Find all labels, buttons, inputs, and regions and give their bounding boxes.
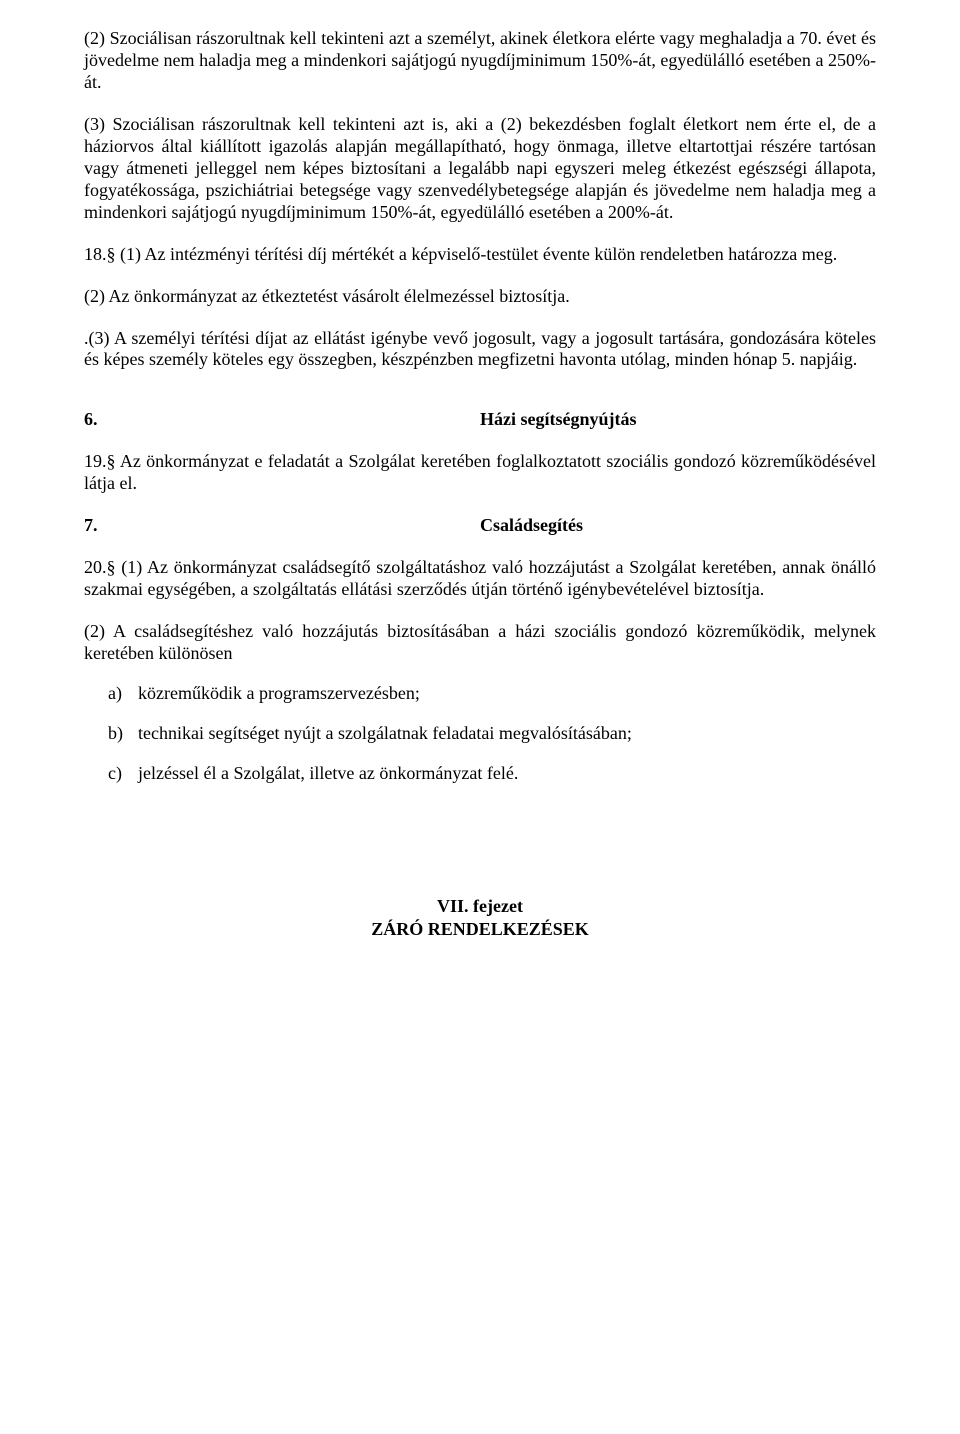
list-item-a: a) közreműködik a programszervezésben;	[84, 683, 876, 705]
section-heading-6: 6. Házi segítségnyújtás	[84, 409, 876, 431]
section-number-7: 7.	[84, 515, 480, 537]
chapter-number: VII. fejezet	[84, 895, 876, 918]
chapter-title: ZÁRÓ RENDELKEZÉSEK	[84, 918, 876, 941]
paragraph-18-1: 18.§ (1) Az intézményi térítési díj mért…	[84, 244, 876, 266]
list-marker-a: a)	[84, 683, 138, 705]
paragraph-18-3: .(3) A személyi térítési díjat az ellátá…	[84, 328, 876, 372]
paragraph-20-2: (2) A családsegítéshez való hozzájutás b…	[84, 621, 876, 665]
list-text-a: közreműködik a programszervezésben;	[138, 683, 876, 705]
list-item-b: b) technikai segítséget nyújt a szolgála…	[84, 723, 876, 745]
chapter-heading: VII. fejezet ZÁRÓ RENDELKEZÉSEK	[84, 895, 876, 942]
paragraph-19: 19.§ Az önkormányzat e feladatát a Szolg…	[84, 451, 876, 495]
list-text-b: technikai segítséget nyújt a szolgálatna…	[138, 723, 876, 745]
section-number-6: 6.	[84, 409, 480, 431]
section-title-6: Házi segítségnyújtás	[480, 409, 876, 431]
paragraph-2-3: (3) Szociálisan rászorultnak kell tekint…	[84, 114, 876, 224]
paragraph-2-2: (2) Szociálisan rászorultnak kell tekint…	[84, 28, 876, 94]
list-text-c: jelzéssel él a Szolgálat, illetve az önk…	[138, 763, 876, 785]
section-title-7: Családsegítés	[480, 515, 876, 537]
list-marker-b: b)	[84, 723, 138, 745]
paragraph-20-1: 20.§ (1) Az önkormányzat családsegítő sz…	[84, 557, 876, 601]
document-page: (2) Szociálisan rászorultnak kell tekint…	[0, 0, 960, 1434]
section-heading-7: 7. Családsegítés	[84, 515, 876, 537]
list-marker-c: c)	[84, 763, 138, 785]
paragraph-18-2: (2) Az önkormányzat az étkeztetést vásár…	[84, 286, 876, 308]
list-item-c: c) jelzéssel él a Szolgálat, illetve az …	[84, 763, 876, 785]
ordered-list: a) közreműködik a programszervezésben; b…	[84, 683, 876, 785]
